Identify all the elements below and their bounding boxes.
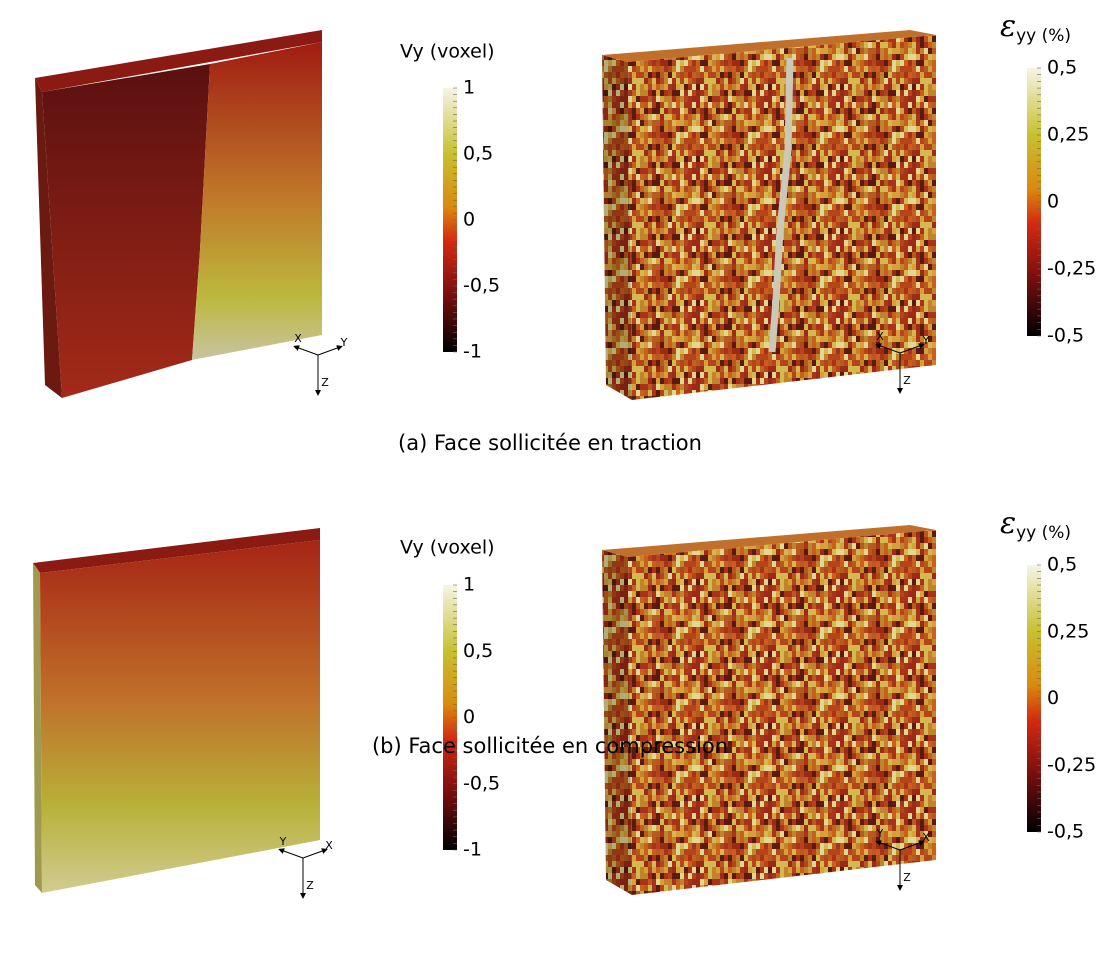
axis-label: Y — [340, 336, 348, 349]
colorbar-tick-label: 0,5 — [463, 143, 493, 165]
axis-label: Z — [321, 376, 329, 389]
colorbar-title: Vy (voxel) — [400, 537, 495, 559]
axis-label: X — [922, 831, 930, 844]
colorbar-title-text: yy (%) — [1016, 26, 1071, 46]
colorbar-title: εyy (%) — [1000, 506, 1071, 543]
colorbar-tick-label: 0 — [463, 209, 475, 231]
axis-arrow — [293, 345, 319, 356]
colorbar-title: Vy (voxel) — [400, 41, 495, 63]
crack — [768, 57, 794, 353]
slab-top — [35, 30, 322, 92]
axis-label: Y — [922, 334, 930, 347]
colorbar-tick-label: -0,5 — [463, 275, 500, 297]
slab-side — [33, 563, 42, 893]
colorbar-tick-label: 0 — [1047, 687, 1059, 709]
axis-label: X — [876, 330, 884, 343]
slab-side — [35, 78, 62, 398]
axis-arrow — [899, 840, 925, 851]
axis-label: Z — [306, 879, 314, 892]
slab-side-shade — [602, 55, 632, 400]
axis-label: X — [294, 332, 302, 345]
colorbar-tick-label: 1 — [463, 574, 475, 596]
slab-side — [602, 550, 632, 895]
colorbar-tick-label: -0,5 — [463, 772, 500, 794]
colorbar-symbol: ε — [1000, 9, 1016, 44]
colorbar-tick-label: 1 — [463, 77, 475, 99]
axis-arrow — [875, 343, 901, 354]
colorbar-title: εyy (%) — [1000, 9, 1071, 46]
axis-label: Z — [903, 374, 911, 387]
axis-label: Y — [876, 827, 884, 840]
colorbar-title-text: yy (%) — [1016, 523, 1071, 543]
slab-front — [628, 530, 936, 895]
colorbar-tick-label: 0,5 — [463, 640, 493, 662]
panel: X Y Z X Y Z Vy (voxel) 1 0,5 0 -0,5 -1 εyy (%) 0,5 0,2… — [35, 9, 1096, 455]
colorbar-tick-label: 0,25 — [1047, 124, 1089, 146]
slab-top — [602, 30, 936, 62]
colorbar-tick-label: -0,25 — [1047, 258, 1096, 280]
colorbar-tick-label: -1 — [463, 341, 482, 363]
slab-side — [602, 55, 632, 400]
colorbar-tick-label: 0 — [463, 706, 475, 728]
colorbar-tick-label: -0,5 — [1047, 821, 1084, 843]
caption: (a) Face sollicitée en traction — [398, 431, 702, 455]
axis-arrow — [317, 345, 343, 356]
axis-label: X — [325, 839, 333, 852]
axis-label: Z — [903, 871, 911, 884]
axis-arrow — [278, 848, 304, 859]
colorbar-tick-label: 0 — [1047, 191, 1059, 213]
slab-front-left — [42, 64, 210, 398]
slab-side-shade — [602, 550, 632, 895]
colorbar-symbol: ε — [1000, 506, 1016, 541]
colorbar-tick-label: -0,5 — [1047, 325, 1084, 347]
slab-front-right — [192, 42, 322, 360]
colorbar-tick-label: 0,25 — [1047, 620, 1089, 642]
axis-arrow — [875, 840, 901, 851]
axis-label: Y — [279, 835, 287, 848]
caption: (b) Face sollicitée en compression — [372, 734, 728, 758]
colorbar-tick-label: -0,25 — [1047, 754, 1096, 776]
axis-arrow — [302, 848, 328, 859]
colorbar-tick-label: -1 — [463, 839, 482, 861]
colorbar-tick-label: 0,5 — [1047, 554, 1077, 576]
panel: Y X Z Y X Z Vy (voxel) 1 0,5 0 -0,5 -1 εyy (%) 0,5 0,2… — [33, 506, 1096, 899]
slab-top — [33, 528, 320, 573]
colorbar-tick-label: 0,5 — [1047, 57, 1077, 79]
axis-arrow — [899, 343, 925, 354]
slab-front — [40, 540, 320, 893]
slab-top — [602, 525, 936, 557]
